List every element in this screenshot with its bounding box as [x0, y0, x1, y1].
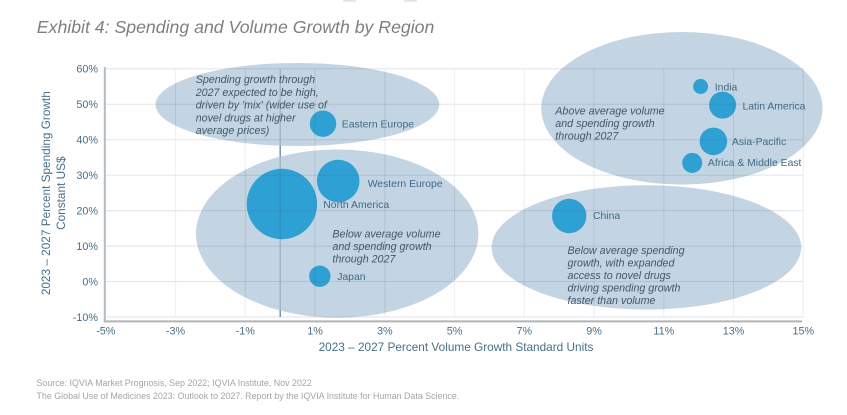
svg-text:-3%: -3%	[166, 325, 186, 337]
svg-text:40%: 40%	[76, 135, 98, 147]
svg-text:growth, with expanded: growth, with expanded	[568, 258, 676, 270]
svg-text:2027 expected to be high,: 2027 expected to be high,	[195, 87, 319, 99]
svg-text:and spending growth: and spending growth	[555, 118, 654, 130]
svg-text:Latin America: Latin America	[743, 102, 806, 113]
svg-text:faster than volume: faster than volume	[568, 295, 656, 307]
svg-text:China: China	[593, 211, 620, 222]
svg-text:50%: 50%	[76, 99, 98, 111]
svg-text:9%: 9%	[586, 325, 602, 337]
svg-text:Japan: Japan	[337, 272, 366, 283]
svg-text:through 2027: through 2027	[555, 131, 619, 143]
svg-text:11%: 11%	[653, 325, 674, 337]
svg-text:13%: 13%	[723, 325, 745, 337]
svg-text:2023 – 2027 Percent Spending G: 2023 – 2027 Percent Spending Growth	[39, 91, 53, 295]
svg-text:Exhibit 4: Spending and Volume: Exhibit 4: Spending and Volume Growth by…	[37, 17, 435, 37]
svg-text:60%: 60%	[76, 64, 98, 76]
svg-text:0%: 0%	[82, 276, 98, 288]
svg-text:Africa & Middle East: Africa & Middle East	[708, 158, 802, 169]
svg-text:1%: 1%	[307, 325, 323, 337]
svg-text:5%: 5%	[447, 325, 463, 337]
svg-text:7%: 7%	[516, 325, 532, 337]
svg-text:Above average volume: Above average volume	[554, 105, 664, 117]
svg-text:novel drugs at higher: novel drugs at higher	[196, 112, 296, 124]
svg-text:10%: 10%	[76, 241, 98, 253]
svg-text:The Global Use of Medicines 20: The Global Use of Medicines 2023: Outloo…	[37, 391, 460, 401]
svg-text:20%: 20%	[76, 206, 98, 218]
svg-text:Below average spending: Below average spending	[568, 245, 685, 257]
svg-text:Eastern Europe: Eastern Europe	[342, 120, 414, 131]
svg-text:Constant US$: Constant US$	[54, 156, 68, 230]
svg-text:3%: 3%	[377, 325, 393, 337]
svg-text:average prices): average prices)	[196, 125, 270, 137]
svg-text:North America: North America	[323, 200, 389, 211]
svg-text:Spending growth through: Spending growth through	[196, 74, 315, 86]
svg-text:India: India	[715, 83, 738, 94]
svg-text:-1%: -1%	[236, 325, 256, 337]
svg-text:15%: 15%	[792, 325, 814, 337]
svg-text:2023 – 2027 Percent Volume Gro: 2023 – 2027 Percent Volume Growth Standa…	[319, 340, 594, 354]
svg-text:driving spending growth: driving spending growth	[568, 282, 681, 294]
svg-text:Below average volume: Below average volume	[332, 229, 440, 241]
svg-text:through 2027: through 2027	[332, 254, 396, 266]
svg-text:Western Europe: Western Europe	[368, 179, 443, 190]
svg-text:and spending growth: and spending growth	[332, 241, 431, 253]
svg-text:-10%: -10%	[73, 312, 99, 324]
svg-text:Source: IQVIA Market Prognosis: Source: IQVIA Market Prognosis, Sep 2022…	[37, 378, 312, 388]
svg-text:access to novel drugs: access to novel drugs	[568, 270, 672, 282]
svg-text:Asia-Pacific: Asia-Pacific	[732, 137, 786, 148]
svg-text:driven by 'mix' (wider use of: driven by 'mix' (wider use of	[196, 100, 328, 112]
svg-text:30%: 30%	[76, 170, 98, 182]
svg-text:-5%: -5%	[96, 325, 116, 337]
